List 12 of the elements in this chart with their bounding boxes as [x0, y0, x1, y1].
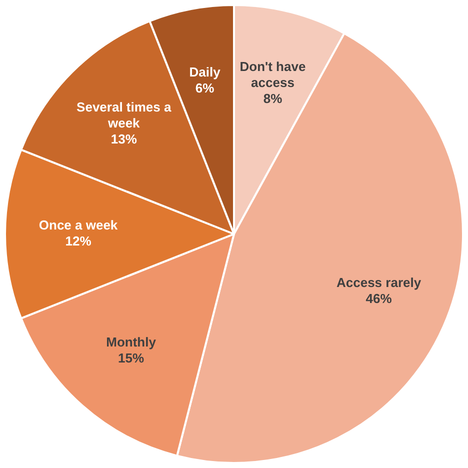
data-label: 8%	[263, 90, 283, 106]
slice-label: Once a week	[38, 218, 118, 233]
slice-label: Monthly	[106, 334, 157, 350]
slice-label: Daily	[189, 64, 222, 80]
data-label: 46%	[366, 290, 392, 306]
data-label: 12%	[65, 234, 92, 249]
slice-label: Don't have access	[240, 58, 306, 90]
data-label: 15%	[118, 350, 144, 366]
data-label: 6%	[195, 80, 215, 96]
slice-label: Access rarely	[336, 274, 422, 290]
data-label: 13%	[110, 131, 138, 146]
slice-label: Several times a week	[76, 99, 172, 130]
